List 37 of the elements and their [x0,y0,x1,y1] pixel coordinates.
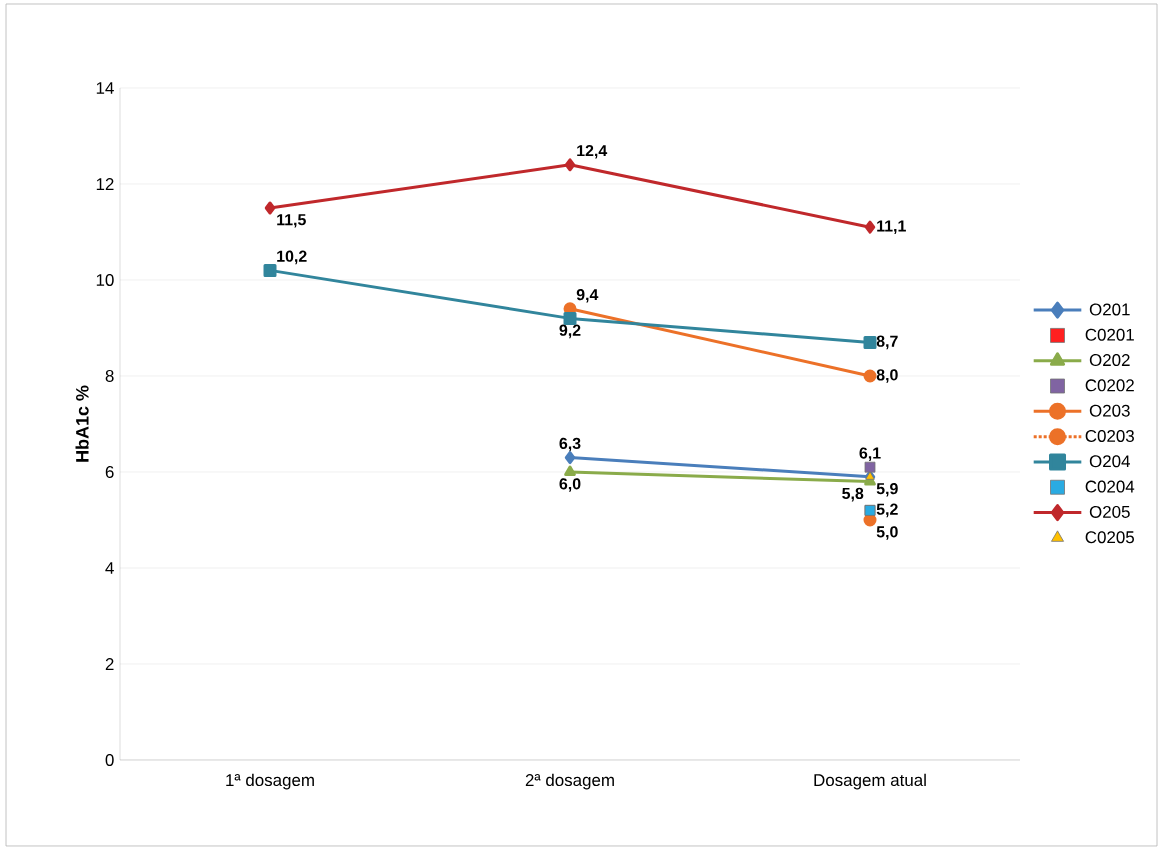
data-label: 10,2 [277,250,307,265]
data-label: 5,8 [842,487,864,502]
data-label: 11,5 [277,214,306,228]
legend-label: O205 [1089,505,1130,518]
legend-label: O201 [1089,303,1130,316]
y-tick-label: 0 [105,753,114,766]
legend-label: C0204 [1085,480,1135,493]
legend-label: C0205 [1085,531,1134,544]
data-label: 9,2 [559,324,581,339]
y-tick-label: 6 [105,465,114,478]
legend-label: C0202 [1085,379,1134,392]
y-axis-title: HbA1c % [75,385,89,462]
data-label: 8,7 [876,335,898,350]
y-tick-label: 14 [96,82,114,94]
y-tick-label: 10 [96,273,114,286]
legend-label: C0203 [1085,429,1134,442]
data-label: 9,4 [576,288,599,303]
x-tick-label: 2ª dosagem [525,773,614,790]
data-label: 6,0 [559,478,581,492]
y-tick-label: 12 [96,178,114,190]
x-tick-label: 1ª dosagem [226,773,314,790]
data-label: 6,3 [559,437,581,452]
data-label: 11,1 [877,220,906,234]
data-label: 12,4 [577,144,608,159]
y-tick-label: 2 [105,658,114,670]
y-tick-label: 4 [105,562,114,574]
legend-label: O202 [1089,354,1130,367]
data-label: 5,2 [876,503,898,518]
data-label: 5,9 [876,482,898,497]
data-label: 8,0 [876,369,898,383]
legend-label: O204 [1089,455,1130,468]
legend-label: O203 [1089,404,1130,417]
data-label: 6,1 [859,447,881,461]
y-tick-label: 8 [105,369,114,382]
x-tick-label: Dosagem atual [814,773,926,790]
legend-label: C0201 [1085,328,1134,341]
data-label: 5,0 [876,526,898,540]
